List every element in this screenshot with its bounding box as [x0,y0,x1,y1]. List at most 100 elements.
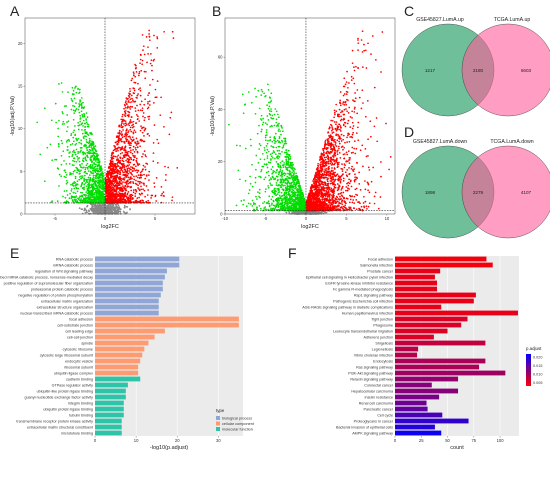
point-upregulated [142,126,145,129]
point-not-significant [86,204,89,207]
point-downregulated [87,187,90,190]
point-upregulated [349,116,352,118]
point-upregulated [123,156,126,159]
point-upregulated [128,170,131,172]
point-upregulated [342,208,344,210]
point-upregulated [118,191,120,193]
point-upregulated [118,133,121,135]
point-upregulated [338,202,340,205]
point-upregulated [335,123,337,126]
point-upregulated [130,121,133,124]
point-upregulated [121,157,124,160]
point-downregulated [101,182,104,185]
point-upregulated [128,195,131,197]
point-upregulated [109,196,112,199]
point-downregulated [78,197,81,199]
point-downregulated [94,191,96,194]
point-not-significant [115,204,117,206]
point-not-significant [108,206,110,209]
point-upregulated [124,177,126,179]
point-downregulated [80,191,82,194]
point-downregulated [94,165,97,168]
point-upregulated [315,172,318,174]
point-upregulated [129,186,132,189]
point-not-significant [104,203,106,206]
point-downregulated [77,88,79,90]
point-upregulated [348,167,350,169]
point-upregulated [342,94,345,97]
point-upregulated [123,188,126,190]
point-not-significant [129,208,131,211]
point-downregulated [71,86,74,89]
point-upregulated [126,103,128,106]
point-upregulated [331,150,334,152]
point-upregulated [350,167,353,170]
point-upregulated [143,184,145,186]
point-upregulated [126,114,129,117]
point-upregulated [122,125,124,128]
point-upregulated [111,163,114,166]
point-downregulated [94,145,97,147]
point-upregulated [136,104,138,107]
point-upregulated [346,153,349,156]
point-upregulated [117,172,119,175]
point-upregulated [111,156,114,158]
point-upregulated [367,166,370,169]
point-upregulated [353,168,355,170]
point-downregulated [87,183,89,186]
point-upregulated [131,136,134,139]
point-upregulated [157,142,160,145]
point-downregulated [50,119,53,122]
point-upregulated [330,201,332,204]
point-upregulated [160,96,162,99]
point-downregulated [72,104,74,107]
point-upregulated [133,138,135,141]
point-upregulated [130,94,133,97]
point-upregulated [126,152,129,155]
point-upregulated [343,113,346,116]
point-upregulated [143,140,146,143]
point-downregulated [63,175,66,178]
point-upregulated [132,123,134,126]
point-downregulated [65,176,67,179]
point-upregulated [133,129,136,132]
point-not-significant [112,204,115,207]
point-upregulated [364,188,367,191]
point-upregulated [117,198,119,201]
point-upregulated [118,139,121,142]
point-upregulated [376,140,379,143]
point-upregulated [137,142,140,144]
point-upregulated [342,148,344,151]
point-upregulated [130,157,132,159]
point-upregulated [121,122,123,125]
point-upregulated [349,126,352,128]
point-upregulated [334,128,337,130]
point-upregulated [343,121,346,124]
point-upregulated [137,82,139,85]
point-upregulated [127,100,130,102]
point-upregulated [338,142,341,145]
point-downregulated [75,148,78,151]
point-upregulated [320,167,323,170]
point-upregulated [135,71,138,73]
point-upregulated [121,146,123,149]
point-downregulated [97,188,100,191]
point-upregulated [353,82,356,85]
point-downregulated [36,121,39,124]
point-not-significant [116,208,119,210]
point-not-significant [108,212,110,214]
point-upregulated [134,110,137,112]
point-upregulated [355,132,358,134]
point-upregulated [109,159,112,162]
point-not-significant [285,211,288,214]
point-upregulated [129,108,132,110]
point-upregulated [351,121,354,124]
point-upregulated [136,197,139,199]
point-not-significant [93,209,96,212]
point-upregulated [143,135,145,137]
point-upregulated [125,154,128,157]
point-downregulated [92,144,95,146]
point-upregulated [358,171,360,174]
point-downregulated [96,176,99,179]
